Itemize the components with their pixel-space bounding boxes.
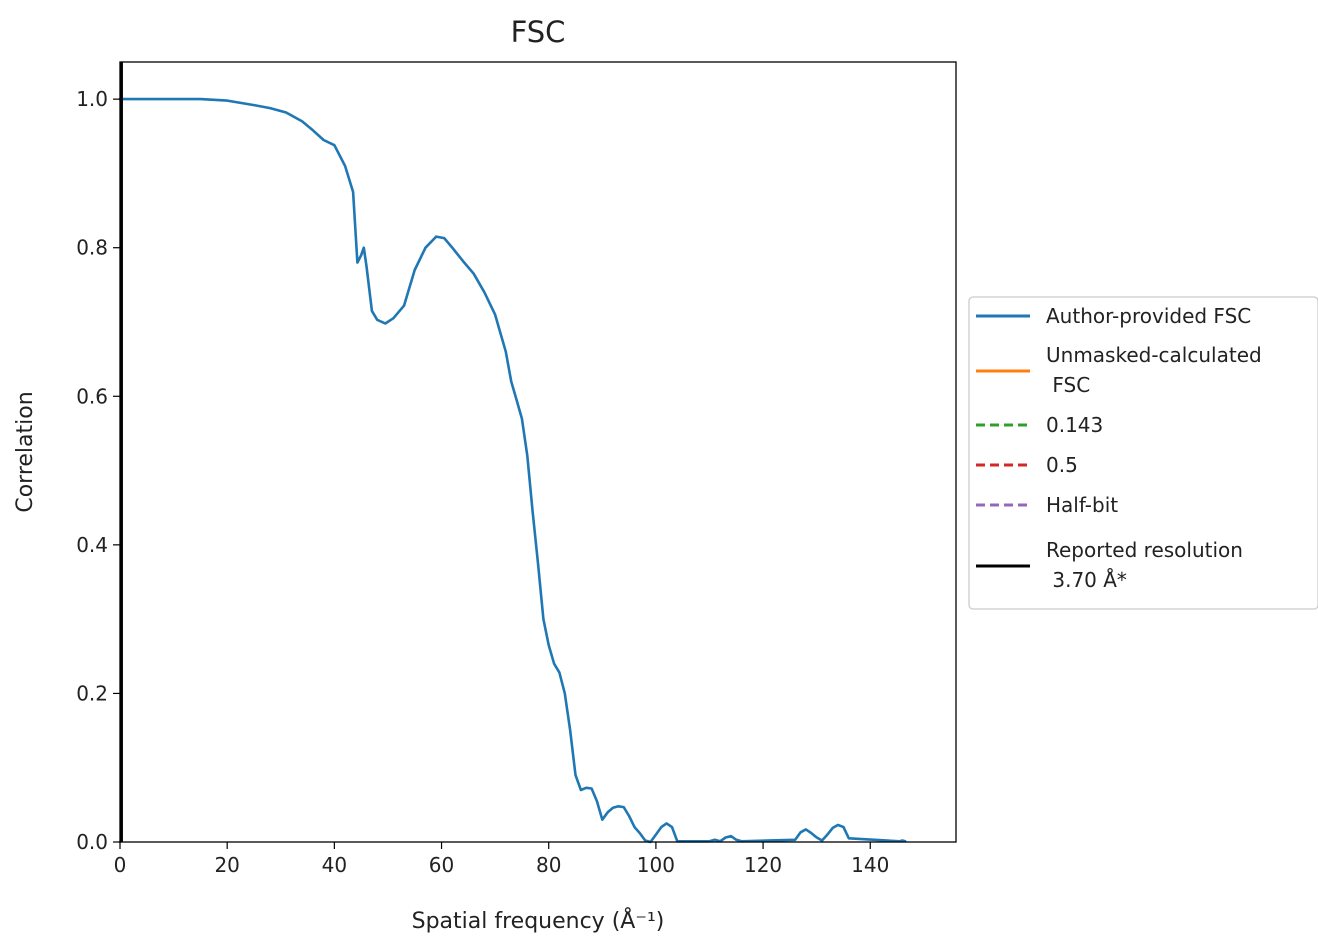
legend-label: Unmasked-calculated FSC bbox=[1046, 343, 1262, 397]
plot-frame bbox=[119, 61, 957, 843]
plot-area bbox=[118, 62, 907, 844]
x-tick-label: 100 bbox=[637, 853, 675, 877]
y-tick-label: 0.8 bbox=[76, 236, 108, 260]
legend-label: 0.143 bbox=[1046, 413, 1103, 437]
x-tick-label: 80 bbox=[536, 853, 561, 877]
x-tick-label: 0 bbox=[114, 853, 127, 877]
legend-box bbox=[968, 296, 1318, 610]
y-tick-label: 1.0 bbox=[76, 87, 108, 111]
y-tick-label: 0.2 bbox=[76, 681, 108, 705]
x-tick-label: 120 bbox=[744, 853, 782, 877]
y-tick-label: 0.4 bbox=[76, 533, 108, 557]
x-tick-label: 20 bbox=[214, 853, 239, 877]
x-axis-label: Spatial frequency (Å⁻¹) bbox=[412, 907, 665, 934]
series-0-line bbox=[118, 97, 907, 844]
y-tick-label: 0.6 bbox=[76, 384, 108, 408]
axis-ticks: 0 20 40 60 80 100 120 140 0.0 0.2 0.4 0.6 0.8 1.0 bbox=[76, 87, 889, 877]
legend-label: Author-provided FSC bbox=[1046, 304, 1251, 328]
x-tick-label: 40 bbox=[322, 853, 347, 877]
legend-label: Half-bit bbox=[1046, 493, 1118, 517]
chart-title: FSC bbox=[511, 15, 566, 49]
y-axis-label: Correlation bbox=[13, 391, 38, 512]
x-tick-label: 140 bbox=[851, 853, 889, 877]
legend-label: Reported resolution 3.70 Å* bbox=[1046, 538, 1243, 592]
legend-label: 0.5 bbox=[1046, 453, 1078, 477]
x-tick-label: 60 bbox=[429, 853, 454, 877]
legend: Author-provided FSC Unmasked-calculated F… bbox=[968, 296, 1318, 610]
y-tick-label: 0.0 bbox=[76, 830, 108, 854]
